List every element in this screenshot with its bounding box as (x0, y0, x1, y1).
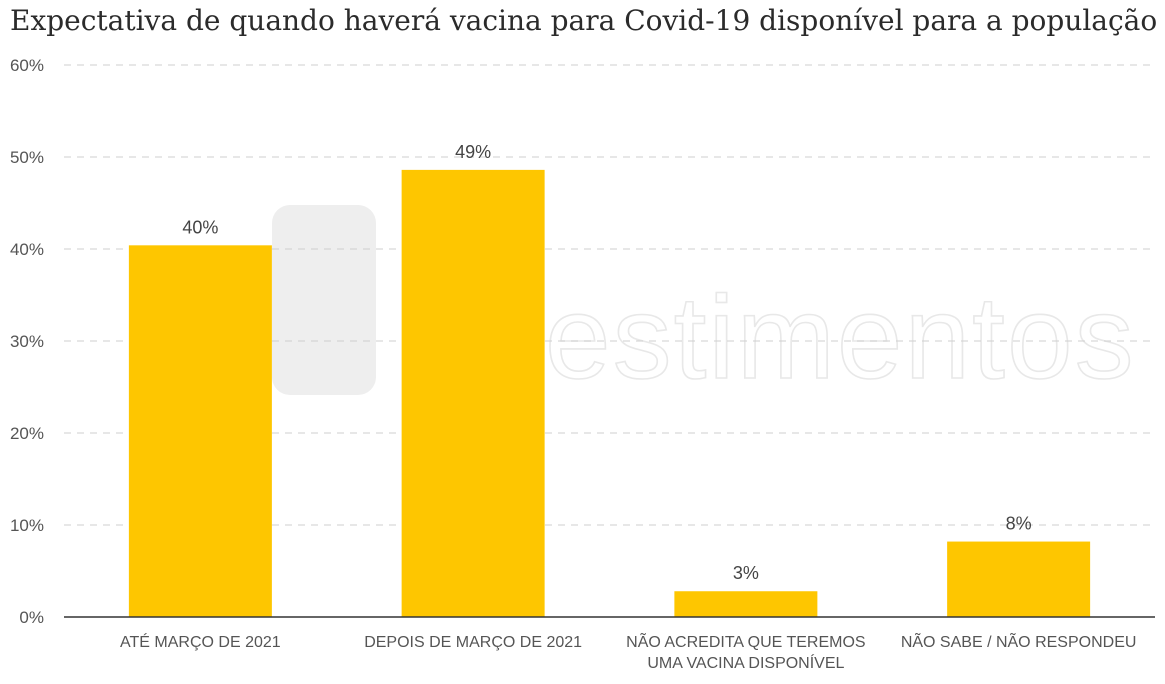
y-tick-label: 0% (19, 608, 44, 627)
bars (128, 169, 1091, 617)
bar (674, 591, 818, 617)
data-label: 40% (182, 217, 218, 237)
y-tick-label: 20% (10, 424, 44, 443)
data-label: 8% (1006, 514, 1032, 534)
bar (401, 169, 545, 617)
watermark-logo: estimentos (272, 205, 1136, 405)
data-label: 3% (733, 563, 759, 583)
x-tick-label: DEPOIS DE MARÇO DE 2021 (364, 634, 582, 651)
x-tick-label: UMA VACINA DISPONÍVEL (647, 653, 844, 672)
y-tick-label: 60% (10, 56, 44, 75)
y-tick-label: 40% (10, 240, 44, 259)
y-axis-ticks: 0% 10% 20% 30% 40% 50% 60% (10, 56, 44, 627)
y-tick-label: 30% (10, 332, 44, 351)
x-tick-label: NÃO ACREDITA QUE TEREMOS (626, 631, 865, 651)
watermark-text: estimentos (545, 272, 1136, 404)
bar (128, 245, 272, 617)
y-tick-label: 10% (10, 516, 44, 535)
x-tick-label: NÃO SABE / NÃO RESPONDEU (901, 631, 1137, 651)
bar (947, 541, 1091, 617)
data-labels: 40% 49% 3% 8% (182, 142, 1031, 583)
y-tick-label: 50% (10, 148, 44, 167)
chart-title: Expectativa de quando haverá vacina para… (10, 4, 1157, 37)
x-axis-ticks: ATÉ MARÇO DE 2021 DEPOIS DE MARÇO DE 2021… (120, 631, 1136, 672)
x-tick-label: ATÉ MARÇO DE 2021 (120, 632, 281, 651)
data-label: 49% (455, 142, 491, 162)
